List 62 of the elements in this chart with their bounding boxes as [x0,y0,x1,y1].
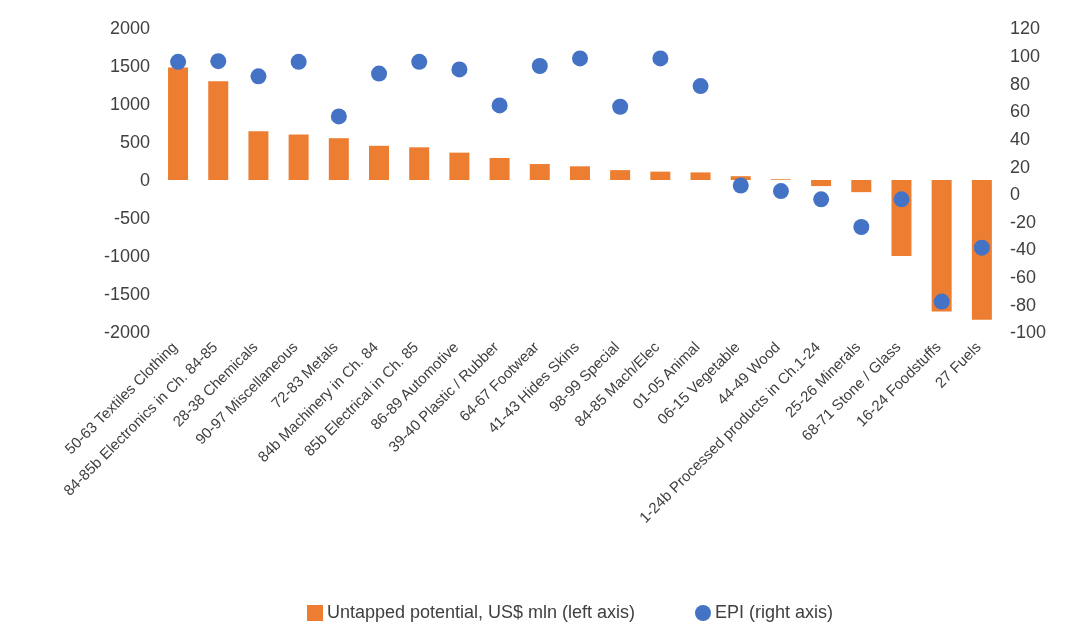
point [893,191,910,208]
y-tick-label: -500 [113,208,150,229]
point [451,61,468,78]
y2-tick-label: 20 [1010,156,1031,177]
point [491,97,508,114]
bar [489,157,510,180]
point [330,108,347,125]
bar [168,67,189,180]
point [772,183,789,200]
y-tick-label: 500 [119,132,150,153]
bar [328,138,349,180]
y2-tick-label: -100 [1010,322,1047,343]
point [411,53,428,70]
point [371,65,388,82]
bar [610,170,631,180]
point [531,58,548,74]
y2-tick-label: -40 [1010,239,1037,260]
y-tick-label: 1500 [109,56,150,77]
point [290,53,307,70]
y2-tick-label: -20 [1010,211,1037,232]
y-tick-label: 0 [139,170,150,191]
bar [208,81,229,180]
bar [248,131,269,180]
point [692,78,709,95]
point [853,218,870,235]
y2-tick-label: 60 [1010,101,1031,122]
bar [650,171,671,180]
y2-tick-label: 120 [1010,18,1041,39]
y2-tick-label: -80 [1010,294,1037,315]
bar [811,180,832,187]
legend-label: EPI (right axis) [714,602,834,623]
bar [529,164,550,180]
y2-tick-label: 100 [1010,46,1041,67]
bar [931,180,952,312]
point [652,50,669,67]
bar [971,180,992,320]
y-tick-label: 2000 [109,18,150,39]
bar [690,172,711,180]
y-tick-label: -1500 [103,284,150,305]
y2-tick-label: 0 [1010,184,1021,205]
y-tick-label: 1000 [109,94,150,115]
legend-label: Untapped potential, US$ mln (left axis) [325,602,636,623]
point [732,177,749,194]
bar [369,145,389,180]
bar [569,166,590,180]
bar [851,180,872,193]
y-tick-label: -1000 [103,246,150,267]
bar [409,147,430,180]
point [572,50,588,67]
y2-tick-label: 40 [1010,128,1031,149]
point [933,293,950,310]
y-tick-label: -2000 [103,322,150,343]
point [170,53,187,70]
point [210,53,227,70]
y2-tick-label: 80 [1010,73,1031,94]
bar [449,152,470,180]
point [250,68,267,85]
point [813,191,830,208]
point [612,98,629,115]
bar [288,134,309,180]
y2-tick-label: -60 [1010,267,1037,288]
point [973,239,990,256]
